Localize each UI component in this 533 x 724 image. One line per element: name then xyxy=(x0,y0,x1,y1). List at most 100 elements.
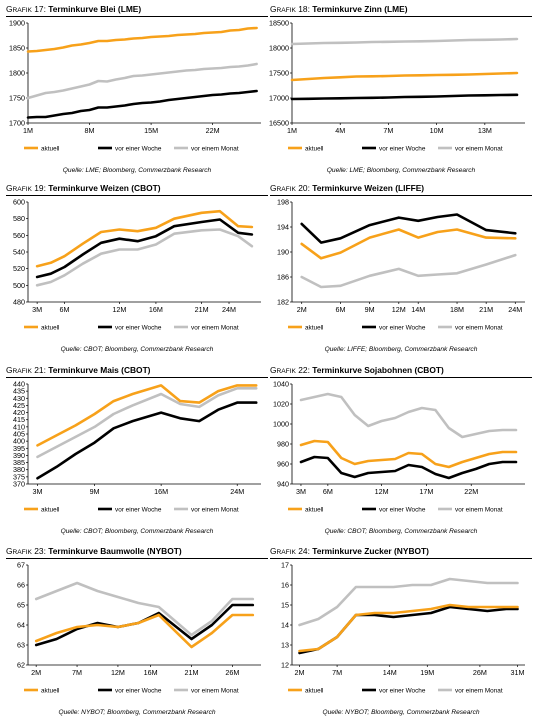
x-tick-label: 18M xyxy=(450,305,464,314)
x-tick-label: 24M xyxy=(230,487,244,496)
x-tick-label: 7M xyxy=(383,126,393,135)
y-tick-label: 600 xyxy=(13,198,25,207)
x-tick-label: 8M xyxy=(85,126,95,135)
chart-title-text: Terminkurve Mais (CBOT) xyxy=(48,365,151,375)
x-tick-label: 24M xyxy=(508,305,522,314)
y-tick-label: 1800 xyxy=(9,69,25,78)
chart-number: GRAFIK 22: xyxy=(270,365,313,375)
chart-number: GRAFIK 19: xyxy=(6,183,49,193)
x-tick-label: 4M xyxy=(335,126,345,135)
chart-title: GRAFIK 22: Terminkurve Sojabohnen (CBOT) xyxy=(270,365,444,375)
chart-source: Quelle: LME; Bloomberg, Commerzbank Rese… xyxy=(326,167,476,174)
y-tick-label: 420 xyxy=(13,408,25,417)
y-tick-label: 182 xyxy=(277,298,289,307)
y-tick-label: 17 xyxy=(281,561,289,570)
series-line-vor-einer-woche xyxy=(26,89,258,119)
chart-title: GRAFIK 18: Terminkurve Zinn (LME) xyxy=(270,4,407,14)
legend-label: aktuell xyxy=(305,687,323,694)
title-rule xyxy=(6,558,268,559)
chart-number: GRAFIK 23: xyxy=(6,546,49,556)
y-tick-label: 1020 xyxy=(273,400,289,409)
x-tick-label: 12M xyxy=(112,305,126,314)
series-line-aktuell xyxy=(34,613,255,649)
series-line-aktuell xyxy=(300,228,517,260)
y-tick-label: 480 xyxy=(13,298,25,307)
y-tick-label: 67 xyxy=(17,561,25,570)
chart-svg: 1700 1750 1800 1850 1900 1M 8M 15M 22M aktuell vor… xyxy=(9,19,261,152)
x-tick-label: 21M xyxy=(195,305,209,314)
legend-label: vor einem Monat xyxy=(455,687,503,694)
y-tick-label: 520 xyxy=(13,264,25,273)
chart-source: Quelle: NYBOT; Bloomberg, Commerzbank Re… xyxy=(58,709,216,716)
y-tick-label: 1750 xyxy=(9,94,25,103)
y-tick-label: 390 xyxy=(13,451,25,460)
chart-svg: 940 960 980 1000 1020 1040 3M 6M 12M 17M 22M aktuel… xyxy=(273,380,525,513)
y-tick-label: 405 xyxy=(13,430,25,439)
legend-label: vor einer Woche xyxy=(115,506,162,513)
x-tick-label: 24M xyxy=(222,305,236,314)
series-line-aktuell xyxy=(298,603,519,653)
chart-panel: GRAFIK 20: Terminkurve Weizen (LIFFE) 182… xyxy=(270,183,532,361)
legend-label: vor einem Monat xyxy=(455,506,503,513)
legend-label: vor einem Monat xyxy=(191,506,239,513)
y-tick-label: 400 xyxy=(13,437,25,446)
chart-number: GRAFIK 17: xyxy=(6,4,49,14)
legend-label: aktuell xyxy=(41,506,59,513)
chart-panel: GRAFIK 22: Terminkurve Sojabohnen (CBOT)… xyxy=(270,365,532,543)
series-line-vor-einer-woche xyxy=(300,213,517,244)
title-rule xyxy=(6,377,268,378)
series-line-vor-einer-woche xyxy=(290,93,519,101)
y-tick-label: 430 xyxy=(13,394,25,403)
chart-title: GRAFIK 19: Terminkurve Weizen (CBOT) xyxy=(6,183,161,193)
x-tick-label: 1M xyxy=(287,126,297,135)
title-rule xyxy=(270,195,532,196)
x-tick-label: 1M xyxy=(23,126,33,135)
y-tick-label: 14 xyxy=(281,621,289,630)
x-tick-label: 2M xyxy=(295,668,305,677)
chart-panel: GRAFIK 19: Terminkurve Weizen (CBOT) 480 5… xyxy=(6,183,268,361)
y-tick-label: 62 xyxy=(17,661,25,670)
x-tick-label: 14M xyxy=(411,305,425,314)
chart-panel: GRAFIK 17: Terminkurve Blei (LME) 1700 175… xyxy=(6,4,268,182)
series-line-vor-einem-monat xyxy=(36,387,258,459)
legend-label: aktuell xyxy=(305,145,323,152)
x-tick-label: 6M xyxy=(323,487,333,496)
y-tick-label: 66 xyxy=(17,581,25,590)
y-tick-label: 1000 xyxy=(273,420,289,429)
series-line-vor-einem-monat xyxy=(299,392,518,439)
x-tick-label: 2M xyxy=(297,305,307,314)
title-rule xyxy=(6,195,268,196)
y-tick-label: 440 xyxy=(13,380,25,389)
chart-source: Quelle: LME; Bloomberg, Commerzbank Rese… xyxy=(62,167,212,174)
y-tick-label: 18500 xyxy=(269,19,289,28)
y-tick-label: 410 xyxy=(13,422,25,431)
legend-label: vor einer Woche xyxy=(379,145,426,152)
title-rule xyxy=(270,16,532,17)
x-tick-label: 9M xyxy=(90,487,100,496)
x-tick-label: 9M xyxy=(365,305,375,314)
chart-source: Quelle: CBOT; Bloomberg, Commerzbank Res… xyxy=(60,528,214,535)
legend-label: vor einer Woche xyxy=(379,324,426,331)
x-tick-label: 7M xyxy=(72,668,82,677)
chart-source: Quelle: NYBOT; Bloomberg, Commerzbank Re… xyxy=(322,709,480,716)
series-line-aktuell xyxy=(35,209,254,268)
x-tick-label: 16M xyxy=(149,305,163,314)
y-tick-label: 425 xyxy=(13,401,25,410)
x-tick-label: 6M xyxy=(60,305,70,314)
legend-label: vor einem Monat xyxy=(191,687,239,694)
x-tick-label: 6M xyxy=(336,305,346,314)
legend-label: vor einem Monat xyxy=(191,145,239,152)
y-tick-label: 500 xyxy=(13,281,25,290)
y-tick-label: 1700 xyxy=(9,119,25,128)
legend-label: vor einem Monat xyxy=(455,145,503,152)
legend-label: aktuell xyxy=(305,506,323,513)
chart-number: GRAFIK 21: xyxy=(6,365,49,375)
y-tick-label: 415 xyxy=(13,415,25,424)
y-tick-label: 16500 xyxy=(269,119,289,128)
chart-title-text: Terminkurve Zinn (LME) xyxy=(312,4,408,14)
series-line-aktuell xyxy=(36,384,258,447)
y-tick-label: 370 xyxy=(13,480,25,489)
chart-number: GRAFIK 24: xyxy=(270,546,313,556)
y-tick-label: 580 xyxy=(13,214,25,223)
chart-title: GRAFIK 24: Terminkurve Zucker (NYBOT) xyxy=(270,546,429,556)
